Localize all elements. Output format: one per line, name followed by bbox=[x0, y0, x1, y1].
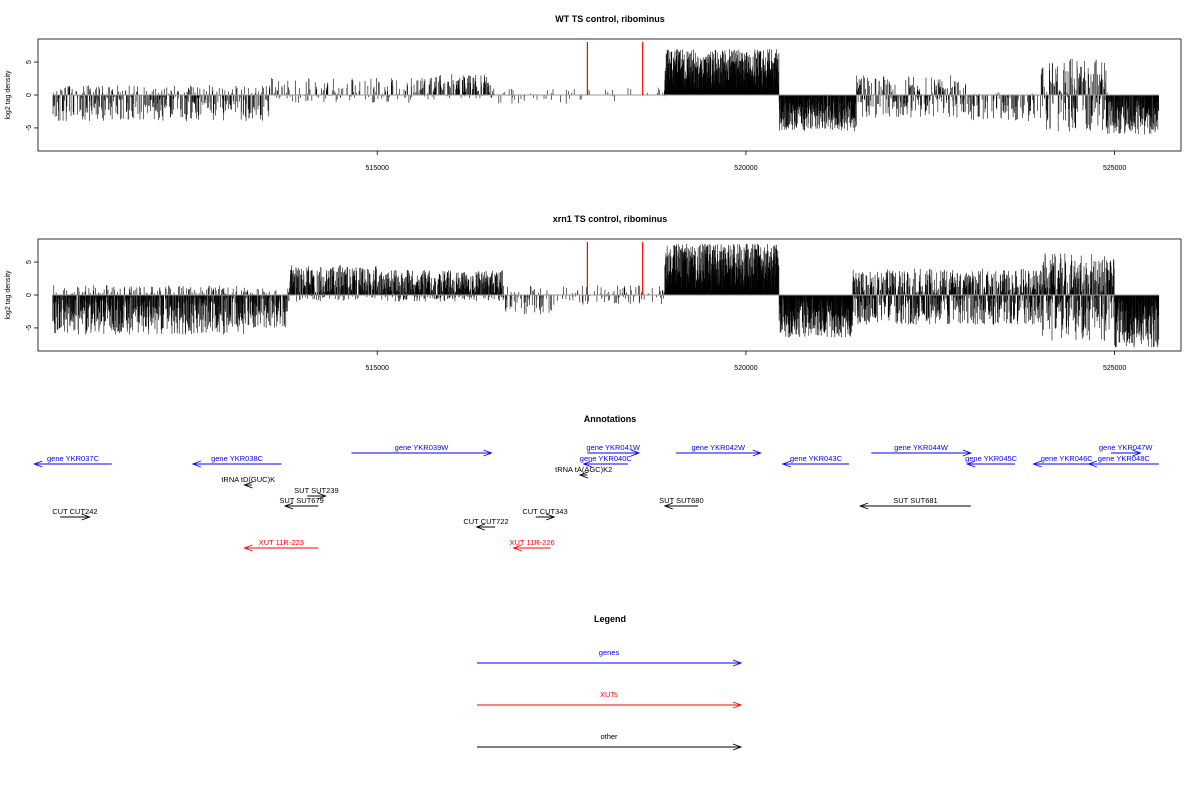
wt-coverage-panel: WT TS control, ribominus log2 tag densit… bbox=[5, 14, 1182, 172]
panel-title: xrn1 TS control, ribominus bbox=[553, 214, 668, 224]
y-tick-label: 0 bbox=[26, 93, 33, 97]
y-axis-label: log2 tag density bbox=[5, 70, 12, 120]
coverage-bars bbox=[52, 42, 1159, 135]
y-tick-label: 5 bbox=[26, 60, 33, 64]
x-tick-label: 525000 bbox=[1103, 165, 1126, 172]
axes: -5 0 5 515000 520000 525000 bbox=[26, 60, 1126, 172]
coverage-bars bbox=[52, 242, 1160, 348]
x-tick-label: 520000 bbox=[734, 165, 757, 172]
xrn1-coverage-panel: xrn1 TS control, ribominus log2 tag dens… bbox=[5, 214, 1182, 372]
panel-title: WT TS control, ribominus bbox=[555, 14, 665, 24]
x-tick-label: 515000 bbox=[366, 165, 389, 172]
y-tick-label: -5 bbox=[26, 125, 33, 131]
y-axis-label: log2 tag density bbox=[5, 270, 12, 320]
